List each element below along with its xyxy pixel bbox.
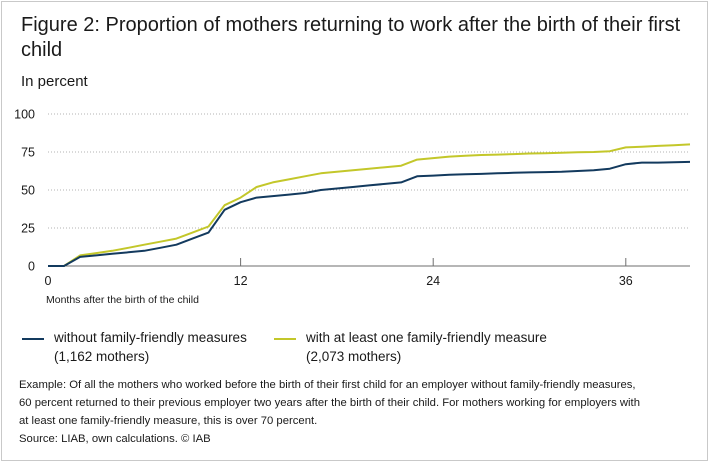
legend-sublabel-without: (1,162 mothers) — [54, 349, 150, 364]
x-tick-label: 24 — [426, 274, 440, 288]
note-line-3: at least one family-friendly measure, th… — [19, 415, 318, 427]
y-tick-label: 0 — [28, 260, 35, 274]
figure-title: Figure 2: Proportion of mothers returnin… — [21, 14, 681, 61]
line-chart: 0 25 50 75 100 0 12 24 36 Months after the birth … — [14, 108, 691, 306]
y-tick-label: 25 — [21, 222, 35, 236]
y-tick-label: 100 — [14, 108, 35, 122]
source-line: Source: LIAB, own calculations. © IAB — [19, 433, 211, 445]
figure-note: Example: Of all the mothers who worked b… — [19, 376, 699, 448]
series-line-with — [48, 143, 691, 267]
legend-label-with: with at least one family-friendly measur… — [306, 330, 547, 345]
x-tick-label: 12 — [234, 274, 248, 288]
x-tick-label: 0 — [45, 274, 52, 288]
legend-label-without: without family-friendly measures — [54, 330, 247, 345]
x-axis-label: Months after the birth of the child — [46, 294, 199, 306]
legend-swatch-with — [274, 338, 296, 340]
series-line-without — [48, 160, 691, 267]
figure-subtitle: In percent — [21, 73, 88, 90]
legend-swatch-without — [22, 338, 44, 340]
x-tick-label: 36 — [619, 274, 633, 288]
note-line-1: Example: Of all the mothers who worked b… — [19, 379, 636, 391]
y-tick-label: 75 — [21, 146, 35, 160]
note-line-2: 60 percent returned to their previous em… — [19, 397, 640, 409]
legend-sublabel-with: (2,073 mothers) — [306, 349, 402, 364]
y-tick-label: 50 — [21, 184, 35, 198]
